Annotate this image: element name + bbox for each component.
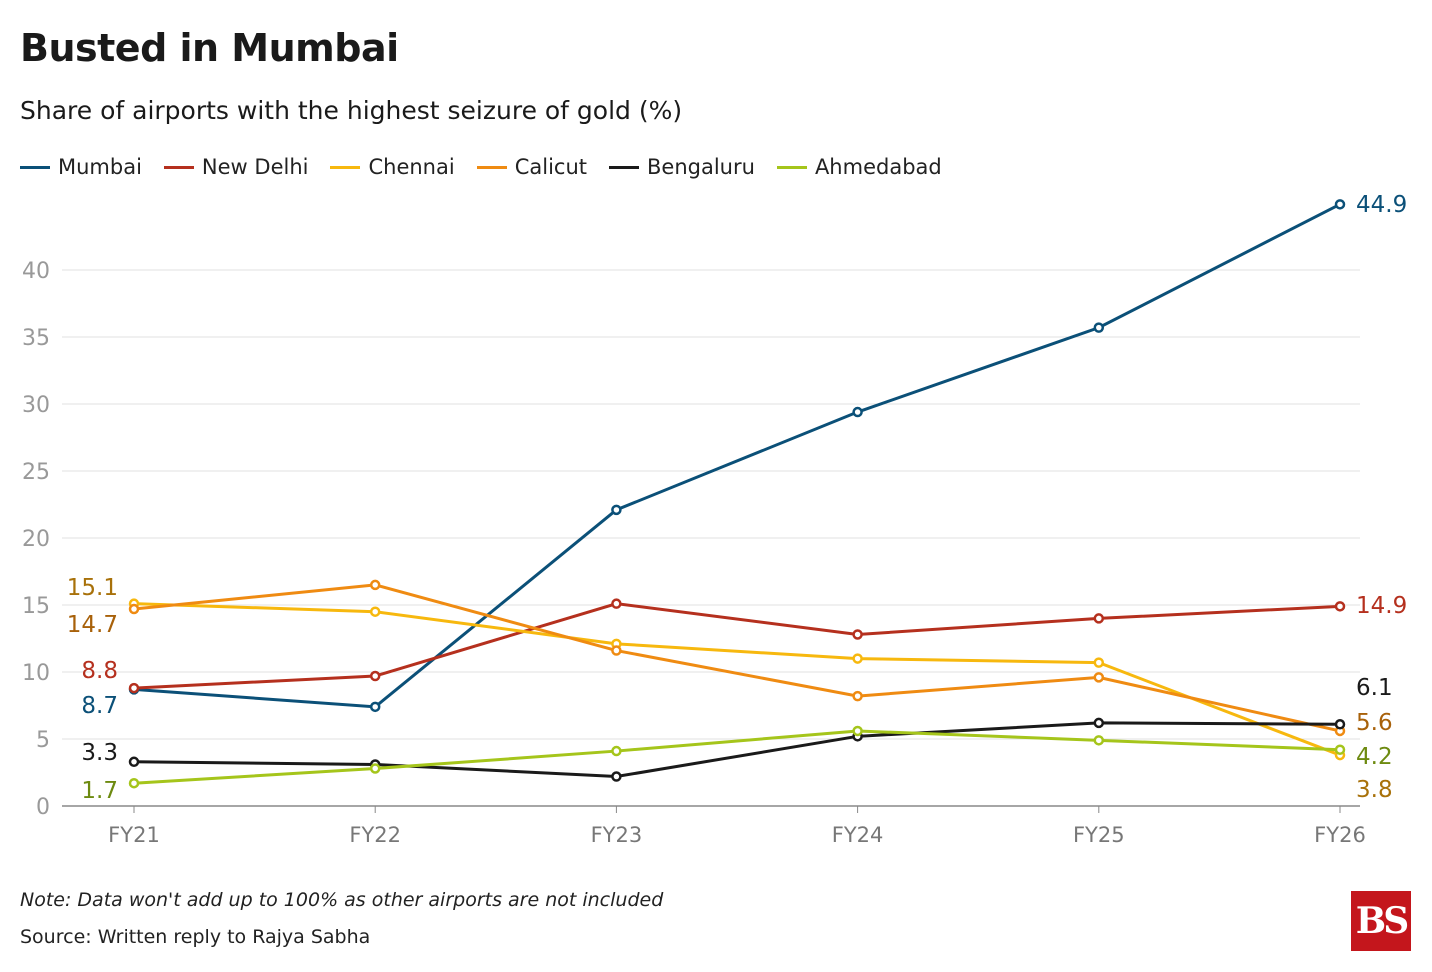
x-tick-label: FY21	[108, 823, 160, 847]
series-line-mumbai	[133, 203, 1341, 709]
x-tick-label: FY25	[1073, 823, 1125, 847]
data-label: 8.8	[81, 658, 118, 684]
legend-swatch	[476, 165, 507, 169]
series-line-bengaluru	[133, 721, 1341, 779]
legend-swatch	[776, 165, 807, 169]
y-tick-label: 35	[22, 326, 50, 351]
data-point	[852, 653, 863, 664]
y-tick-label: 15	[22, 594, 50, 619]
legend-swatch	[163, 165, 194, 169]
data-point	[852, 629, 863, 640]
data-point	[611, 771, 622, 782]
data-label: 6.1	[1356, 675, 1393, 701]
legend-swatch	[330, 165, 361, 169]
data-point	[1334, 601, 1346, 612]
data-point	[611, 645, 622, 656]
legend-item: New Delhi	[163, 155, 309, 179]
data-point	[1093, 735, 1105, 746]
data-point	[1093, 717, 1105, 729]
data-label: 14.7	[67, 612, 118, 638]
y-tick-label: 5	[36, 728, 50, 753]
legend-label: Calicut	[514, 155, 587, 179]
legend: Mumbai New Delhi Chennai Calicut Bengaluru Ah…	[20, 155, 942, 179]
data-point	[128, 682, 140, 694]
chart-title: Busted in Mumbai	[20, 26, 399, 70]
legend-label: Mumbai	[58, 155, 142, 179]
data-point	[369, 606, 381, 617]
y-tick-label: 25	[22, 460, 50, 485]
data-point	[1093, 657, 1105, 668]
data-point	[1093, 322, 1105, 333]
data-label: 3.3	[81, 740, 118, 766]
legend-label: New Delhi	[201, 155, 309, 179]
data-point	[852, 406, 863, 418]
y-tick-label: 10	[22, 661, 50, 686]
legend-label: Ahmedabad	[814, 155, 942, 179]
x-tick-label: FY22	[349, 823, 401, 847]
data-point	[1334, 719, 1346, 730]
bs-logo: BS	[1351, 891, 1411, 951]
data-label: 44.9	[1356, 192, 1407, 218]
data-label: 14.9	[1356, 593, 1407, 619]
x-tick-label: FY24	[832, 823, 884, 847]
series-line-chennai	[133, 602, 1341, 757]
legend-swatch	[20, 165, 50, 169]
data-point	[852, 725, 863, 737]
data-point	[369, 701, 381, 713]
data-label: 8.7	[81, 693, 118, 719]
y-tick-label: 30	[22, 393, 50, 418]
data-label: 15.1	[67, 575, 118, 601]
y-tick-label: 40	[22, 259, 50, 284]
x-tick-label: FY26	[1314, 823, 1366, 847]
legend-item: Chennai	[330, 155, 455, 179]
data-label: 3.8	[1356, 777, 1393, 803]
data-point	[1093, 672, 1105, 683]
data-point	[128, 777, 140, 789]
legend-item: Bengaluru	[609, 155, 755, 179]
data-label: 1.7	[81, 778, 118, 804]
data-label: 4.2	[1356, 744, 1393, 770]
data-point	[611, 504, 622, 516]
legend-item: Calicut	[476, 155, 587, 179]
series-line-new-delhi	[133, 602, 1341, 690]
data-point	[611, 745, 622, 757]
data-point	[1334, 199, 1346, 210]
data-point	[369, 670, 381, 682]
series-line-calicut	[133, 583, 1341, 733]
x-tick-label: FY23	[591, 823, 643, 847]
legend-label: Bengaluru	[647, 155, 755, 179]
legend-swatch	[609, 165, 639, 169]
data-point	[852, 690, 863, 702]
data-point	[369, 763, 381, 774]
data-point	[611, 598, 622, 609]
data-point	[128, 603, 140, 615]
data-point	[128, 756, 140, 768]
source: Source: Written reply to Rajya Sabha	[20, 926, 371, 948]
legend-label: Chennai	[368, 155, 455, 179]
chart-subtitle: Share of airports with the highest seizu…	[20, 96, 683, 125]
legend-item: Mumbai	[20, 155, 142, 179]
data-point	[1334, 744, 1346, 755]
data-point	[1093, 613, 1105, 624]
note: Note: Data won't add up to 100% as other…	[20, 889, 664, 911]
y-tick-label: 0	[36, 795, 50, 820]
series-line-ahmedabad	[133, 729, 1341, 785]
y-tick-label: 20	[22, 527, 50, 552]
legend-item: Ahmedabad	[776, 155, 942, 179]
data-point	[369, 579, 381, 591]
data-label: 5.6	[1356, 710, 1393, 736]
